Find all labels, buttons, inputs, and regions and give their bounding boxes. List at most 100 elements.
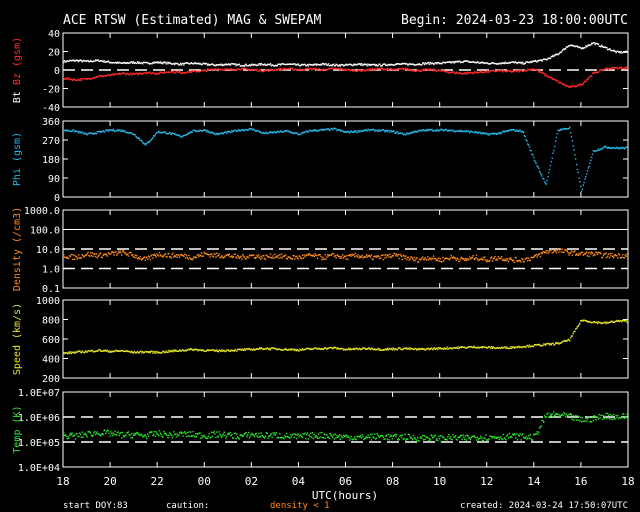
data-point: [276, 69, 278, 72]
data-point: [291, 258, 294, 260]
data-point: [624, 254, 626, 256]
data-point: [79, 59, 82, 61]
data-point: [509, 70, 511, 73]
data-point: [567, 128, 569, 130]
data-point: [189, 257, 191, 259]
data-point: [285, 258, 288, 260]
data-point: [188, 133, 190, 135]
data-point: [257, 64, 259, 66]
data-point: [516, 260, 518, 262]
data-point: [502, 69, 505, 72]
data-point: [237, 437, 240, 439]
data-point: [523, 261, 526, 263]
data-point: [293, 255, 295, 257]
data-point: [523, 69, 526, 71]
data-point: [478, 131, 480, 133]
data-point: [231, 130, 233, 132]
data-point: [135, 257, 137, 259]
data-point: [386, 438, 389, 440]
data-point: [582, 254, 584, 256]
data-point: [619, 147, 621, 149]
data-point: [419, 259, 421, 261]
data-point: [471, 72, 473, 74]
data-point: [443, 258, 446, 260]
data-point: [506, 258, 508, 260]
data-point: [469, 130, 472, 132]
data-point: [130, 351, 132, 354]
data-point: [538, 431, 540, 433]
data-point: [544, 58, 547, 61]
data-point: [422, 62, 424, 64]
data-point: [506, 434, 509, 436]
data-point: [117, 62, 120, 64]
data-point: [511, 61, 513, 63]
data-point: [471, 61, 473, 63]
data-point: [253, 254, 255, 256]
data-point: [106, 349, 109, 351]
data-point: [419, 70, 421, 72]
data-point: [555, 79, 558, 82]
data-point: [287, 349, 289, 351]
data-point: [594, 71, 596, 73]
data-point: [134, 72, 136, 75]
data-point: [459, 436, 461, 438]
data-point: [243, 256, 246, 258]
data-point: [305, 67, 307, 70]
data-point: [273, 257, 275, 259]
data-point: [443, 130, 445, 132]
data-point: [310, 130, 312, 132]
data-point: [260, 62, 262, 65]
data-point: [80, 132, 83, 134]
data-point: [95, 59, 98, 62]
data-point: [130, 61, 132, 63]
data-point: [306, 68, 309, 70]
data-point: [319, 254, 321, 256]
data-point: [418, 440, 420, 442]
data-point: [494, 62, 496, 65]
data-point: [537, 433, 539, 435]
data-point: [212, 133, 215, 135]
data-point: [95, 432, 98, 434]
data-point: [454, 257, 457, 260]
data-point: [337, 68, 339, 70]
data-point: [403, 437, 405, 440]
data-point: [257, 348, 259, 350]
data-point: [584, 252, 586, 254]
data-point: [432, 436, 435, 438]
data-point: [364, 348, 367, 350]
data-point: [292, 131, 294, 134]
data-point: [256, 435, 258, 437]
data-point: [380, 65, 382, 67]
data-point: [501, 438, 503, 440]
data-point: [490, 435, 492, 437]
data-point: [290, 348, 293, 350]
data-point: [107, 74, 109, 76]
data-point: [431, 257, 433, 259]
data-point: [329, 67, 331, 70]
data-point: [84, 78, 87, 80]
data-point: [253, 68, 255, 71]
data-point: [406, 132, 408, 134]
data-point: [97, 255, 99, 257]
data-point: [559, 128, 562, 130]
data-point: [184, 349, 187, 351]
data-point: [563, 83, 565, 85]
data-point: [308, 63, 310, 66]
data-point: [555, 252, 558, 254]
data-point: [504, 130, 506, 132]
data-point: [204, 69, 206, 71]
data-point: [198, 349, 200, 351]
data-point: [99, 75, 101, 77]
data-point: [376, 129, 378, 132]
data-point: [297, 258, 299, 260]
data-point: [96, 130, 98, 133]
data-point: [573, 149, 575, 151]
data-point: [237, 68, 240, 70]
data-point: [561, 49, 563, 52]
data-point: [63, 61, 65, 64]
data-point: [397, 254, 399, 256]
data-point: [221, 256, 224, 259]
data-point: [402, 133, 405, 136]
data-point: [116, 254, 118, 256]
data-point: [138, 434, 141, 436]
